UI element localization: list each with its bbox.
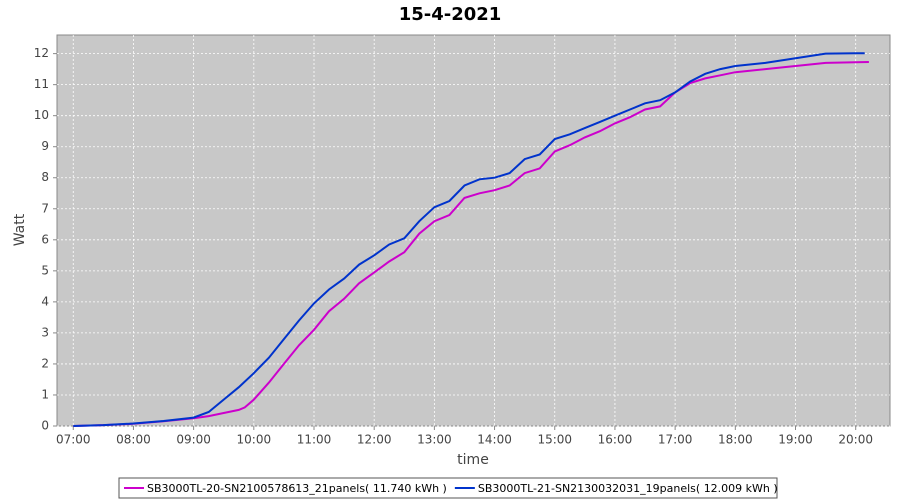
y-tick-label: 11	[34, 77, 49, 91]
x-tick-label: 15:00	[537, 433, 572, 447]
x-tick-label: 20:00	[838, 433, 873, 447]
series-line	[73, 61, 869, 427]
y-tick-label: 1	[41, 387, 49, 401]
x-tick-label: 11:00	[297, 433, 332, 447]
x-tick-label: 10:00	[237, 433, 272, 447]
legend-label: SB3000TL-20-SN2100578613_21panels( 11.74…	[147, 482, 447, 495]
x-tick-label: 14:00	[477, 433, 512, 447]
y-tick-label: 12	[34, 46, 49, 60]
x-tick-label: 18:00	[718, 433, 753, 447]
y-tick-label: 8	[41, 170, 49, 184]
x-tick-label: 12:00	[357, 433, 392, 447]
x-tick-label: 13:00	[417, 433, 452, 447]
y-axis-label: Watt	[12, 213, 28, 246]
x-axis-label: time	[457, 452, 489, 468]
plot-area	[56, 34, 891, 427]
y-tick-label: 10	[34, 108, 49, 122]
legend-label: SB3000TL-21-SN2130032031_19panels( 12.00…	[478, 482, 778, 495]
x-tick-label: 08:00	[116, 433, 151, 447]
y-tick-label: 7	[41, 201, 49, 215]
series-line	[73, 52, 865, 427]
y-tick-label: 3	[41, 325, 49, 339]
x-tick-label: 19:00	[778, 433, 813, 447]
legend	[118, 477, 778, 499]
chart-title: 15-4-2021	[399, 4, 502, 25]
y-tick-label: 2	[41, 356, 49, 370]
x-tick-label: 07:00	[56, 433, 91, 447]
x-tick-label: 16:00	[598, 433, 633, 447]
y-tick-label: 4	[41, 294, 49, 308]
x-tick-label: 09:00	[176, 433, 211, 447]
y-tick-label: 9	[41, 139, 49, 153]
y-tick-label: 5	[41, 263, 49, 277]
y-tick-label: 0	[41, 419, 49, 433]
y-tick-label: 6	[41, 232, 49, 246]
x-tick-label: 17:00	[658, 433, 693, 447]
